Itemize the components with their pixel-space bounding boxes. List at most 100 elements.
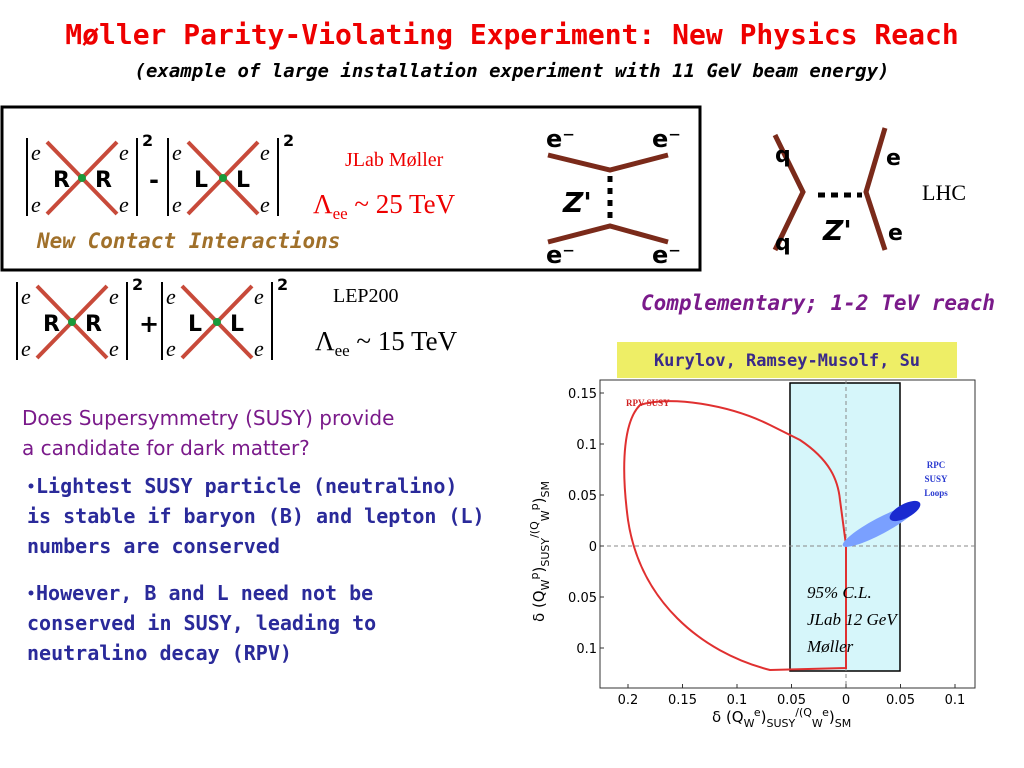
label: R bbox=[43, 312, 60, 337]
question: a candidate for dark matter? bbox=[22, 436, 310, 460]
x_label: δ (QWe)SUSY/(QWe)SM bbox=[712, 706, 851, 730]
label: L bbox=[188, 312, 202, 337]
electron: e⁻ bbox=[546, 241, 575, 269]
jlab-label: JLab Møller bbox=[345, 149, 444, 171]
x-tick-label: 0.2 bbox=[618, 693, 639, 708]
label: e bbox=[260, 140, 270, 165]
title: Møller Parity-Violating Experiment: New … bbox=[65, 18, 958, 51]
label-part: SM bbox=[539, 481, 552, 497]
label-part: e bbox=[822, 706, 829, 719]
lhc-labels: q q e e Z' bbox=[775, 143, 903, 256]
question: Does Supersymmetry (SUSY) provide bbox=[22, 406, 394, 430]
label: e bbox=[119, 140, 129, 165]
label: e bbox=[109, 336, 119, 361]
label: L bbox=[230, 312, 244, 337]
electron: e⁻ bbox=[546, 125, 575, 153]
z-diagram bbox=[547, 152, 669, 245]
label-part: e bbox=[754, 706, 761, 719]
label: e bbox=[260, 192, 270, 217]
lambda: Λ bbox=[315, 326, 335, 356]
x-tick-label: 0.1 bbox=[945, 693, 966, 708]
x-tick-label: 0 bbox=[842, 693, 850, 708]
x-tick-label: 0.15 bbox=[668, 693, 697, 708]
band-label: JLab 12 GeV bbox=[807, 610, 899, 629]
boson: Z' bbox=[562, 186, 592, 219]
lhc-label: LHC bbox=[922, 180, 966, 205]
bullet-line: Lightest SUSY particle (neutralino) bbox=[36, 474, 457, 498]
label: e bbox=[254, 284, 264, 309]
label: e bbox=[119, 192, 129, 217]
y-tick-label: 0.05 bbox=[568, 489, 597, 504]
lep-label: LEP200 bbox=[333, 285, 399, 307]
label-part: SUSY bbox=[539, 538, 552, 567]
label: - bbox=[149, 166, 159, 194]
y-tick-label: 0.05 bbox=[568, 591, 597, 606]
y-tick-label: 0.1 bbox=[576, 642, 597, 657]
label-part: δ (Q bbox=[530, 590, 548, 622]
label-part: δ (Q bbox=[712, 708, 744, 726]
label: R bbox=[95, 168, 112, 193]
contact-caption: New Contact Interactions bbox=[36, 229, 340, 253]
boson: Z' bbox=[822, 214, 852, 247]
z-labels: e⁻ e⁻ e⁻ e⁻ Z' bbox=[546, 125, 681, 269]
rpv-label: RPV SUSY bbox=[626, 398, 670, 408]
reach: ~ 25 TeV bbox=[348, 189, 456, 219]
citation: Kurylov, Ramsey-Musolf, Su bbox=[654, 351, 920, 371]
jlab-reach: Λee ~ 25 TeV bbox=[313, 189, 456, 223]
reach: ~ 15 TeV bbox=[350, 326, 458, 356]
label: e bbox=[254, 336, 264, 361]
lambda: Λ bbox=[313, 189, 333, 219]
label: e bbox=[166, 284, 176, 309]
bullet-line: However, B and L need not be bbox=[36, 581, 373, 605]
quark: q bbox=[775, 231, 791, 256]
label: + bbox=[139, 310, 159, 338]
band-label: Møller bbox=[806, 637, 854, 656]
line bbox=[547, 223, 669, 245]
label-part: p bbox=[528, 573, 541, 580]
bullet-dot bbox=[28, 483, 34, 489]
rpc-label: Loops bbox=[924, 488, 948, 498]
label: e bbox=[21, 336, 31, 361]
label: e bbox=[31, 140, 41, 165]
label: L bbox=[236, 168, 250, 193]
vertex bbox=[213, 318, 221, 326]
label-part: SUSY bbox=[766, 717, 795, 730]
x-tick-label: 0.1 bbox=[727, 693, 748, 708]
bullets: Lightest SUSY particle (neutralino) is st… bbox=[27, 474, 485, 665]
y_label: δ (QWp)SUSY/(QWp)SM bbox=[528, 481, 552, 622]
x-tick-label: 0.05 bbox=[886, 693, 915, 708]
complementary: Complementary; 1-2 TeV reach bbox=[641, 291, 995, 315]
line bbox=[772, 133, 806, 252]
label-part: ) bbox=[829, 708, 835, 726]
label-part: ) bbox=[530, 498, 548, 504]
subscript: ee bbox=[335, 341, 350, 360]
label: e bbox=[166, 336, 176, 361]
label: e bbox=[21, 284, 31, 309]
label: e bbox=[172, 192, 182, 217]
line bbox=[547, 152, 669, 173]
label-part: W bbox=[812, 717, 823, 730]
citation-box bbox=[617, 342, 957, 378]
rpc-scatter bbox=[889, 500, 921, 522]
subscript: ee bbox=[333, 204, 348, 223]
label: 2 bbox=[277, 275, 288, 294]
line bbox=[863, 127, 888, 251]
rpc-label: RPC bbox=[927, 460, 946, 470]
rpc-label: SUSY bbox=[924, 474, 948, 484]
y-tick-label: 0 bbox=[589, 540, 597, 555]
quark: q bbox=[775, 143, 791, 168]
label: 2 bbox=[283, 131, 294, 150]
lep-reach: Λee ~ 15 TeV bbox=[315, 326, 458, 360]
label-part: W bbox=[539, 510, 552, 521]
label: R bbox=[85, 312, 102, 337]
label-part: W bbox=[539, 579, 552, 590]
lepton: e bbox=[888, 221, 903, 246]
label-part: W bbox=[744, 717, 755, 730]
band-label: 95% C.L. bbox=[807, 583, 872, 602]
label: e bbox=[172, 140, 182, 165]
